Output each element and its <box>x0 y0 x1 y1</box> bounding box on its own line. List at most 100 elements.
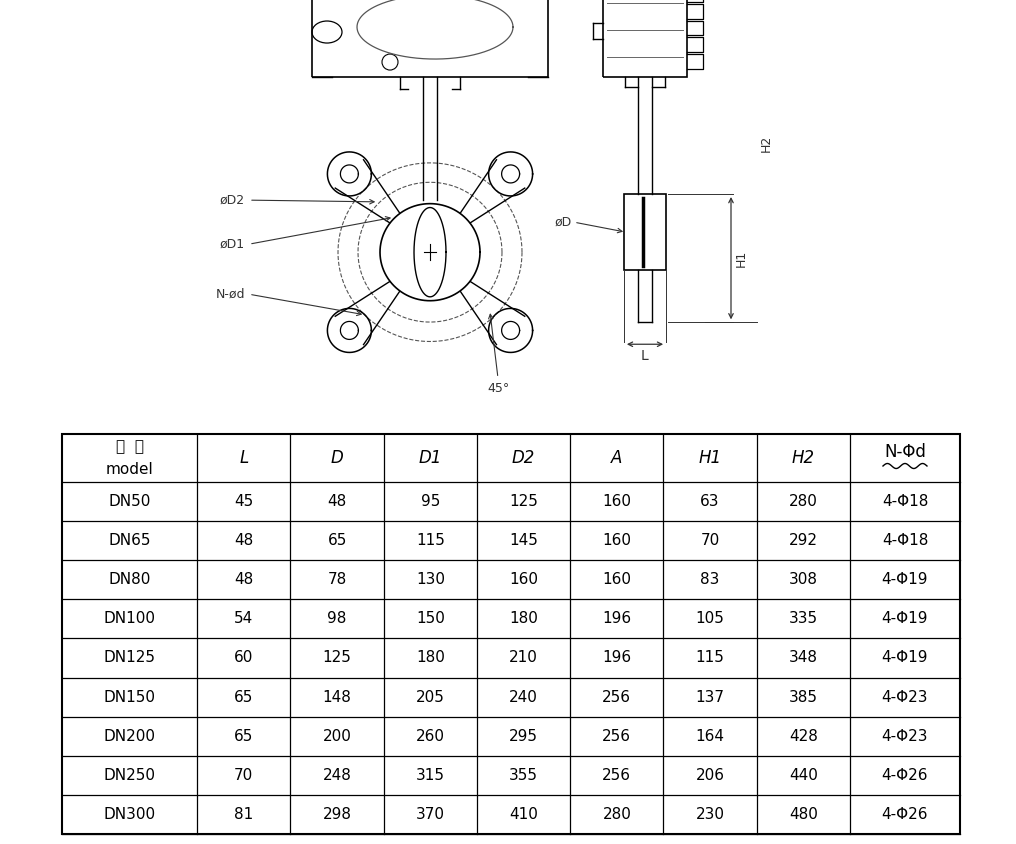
Text: 4-Φ23: 4-Φ23 <box>882 690 929 705</box>
Text: øD: øD <box>555 216 572 229</box>
Text: 160: 160 <box>602 494 631 509</box>
Text: D2: D2 <box>512 449 535 467</box>
Bar <box>62 434 960 834</box>
Text: L: L <box>239 449 249 467</box>
Text: 480: 480 <box>788 807 818 822</box>
Text: 370: 370 <box>416 807 445 822</box>
Text: H2: H2 <box>760 134 773 152</box>
Bar <box>604 0 687 77</box>
Text: L: L <box>641 349 649 363</box>
Text: 260: 260 <box>416 728 445 744</box>
Text: 196: 196 <box>602 611 631 626</box>
Text: 230: 230 <box>696 807 724 822</box>
Text: 206: 206 <box>696 768 724 783</box>
Text: 78: 78 <box>327 572 346 587</box>
Text: 348: 348 <box>788 651 818 666</box>
Text: 4-Φ26: 4-Φ26 <box>882 807 929 822</box>
Text: H2: H2 <box>791 449 815 467</box>
Text: 70: 70 <box>700 533 719 548</box>
Text: 83: 83 <box>700 572 719 587</box>
Text: A: A <box>612 449 623 467</box>
Text: 160: 160 <box>602 533 631 548</box>
Text: DN150: DN150 <box>104 690 155 705</box>
Text: 63: 63 <box>700 494 720 509</box>
Text: 4-Φ18: 4-Φ18 <box>882 494 929 509</box>
Text: 105: 105 <box>696 611 724 626</box>
Text: 115: 115 <box>416 533 445 548</box>
Text: 型  号: 型 号 <box>116 440 143 455</box>
Text: DN50: DN50 <box>109 494 150 509</box>
Text: 298: 298 <box>323 807 352 822</box>
Text: 4-Φ19: 4-Φ19 <box>882 572 929 587</box>
Text: 385: 385 <box>788 690 818 705</box>
Text: 410: 410 <box>509 807 538 822</box>
Text: 130: 130 <box>416 572 445 587</box>
Text: 54: 54 <box>235 611 253 626</box>
Text: 45: 45 <box>235 494 253 509</box>
Text: 48: 48 <box>235 572 253 587</box>
Text: 137: 137 <box>696 690 724 705</box>
Text: 164: 164 <box>696 728 724 744</box>
Text: 196: 196 <box>602 651 631 666</box>
Text: DN100: DN100 <box>104 611 155 626</box>
Text: 248: 248 <box>323 768 352 783</box>
Text: 115: 115 <box>696 651 724 666</box>
Text: 256: 256 <box>602 728 631 744</box>
Text: 95: 95 <box>421 494 440 509</box>
Text: 295: 295 <box>509 728 538 744</box>
Text: 4-Φ19: 4-Φ19 <box>882 651 929 666</box>
Text: 200: 200 <box>323 728 352 744</box>
Text: DN250: DN250 <box>104 768 155 783</box>
Text: 81: 81 <box>235 807 253 822</box>
Text: 205: 205 <box>416 690 445 705</box>
Text: 150: 150 <box>416 611 445 626</box>
Text: 70: 70 <box>235 768 253 783</box>
Text: D1: D1 <box>419 449 442 467</box>
Text: 48: 48 <box>235 533 253 548</box>
Text: N-Φd: N-Φd <box>884 443 926 461</box>
Text: 335: 335 <box>788 611 818 626</box>
Text: 308: 308 <box>788 572 818 587</box>
Text: 355: 355 <box>509 768 538 783</box>
Text: 125: 125 <box>509 494 538 509</box>
Text: D: D <box>331 449 343 467</box>
Text: 160: 160 <box>509 572 538 587</box>
Text: 256: 256 <box>602 768 631 783</box>
Text: 180: 180 <box>416 651 445 666</box>
Text: 240: 240 <box>509 690 538 705</box>
Text: øD2: øD2 <box>219 193 245 207</box>
Text: DN200: DN200 <box>104 728 155 744</box>
Text: model: model <box>106 462 153 477</box>
Text: DN125: DN125 <box>104 651 155 666</box>
Text: 256: 256 <box>602 690 631 705</box>
Text: 145: 145 <box>509 533 538 548</box>
Text: 280: 280 <box>788 494 818 509</box>
Text: 210: 210 <box>509 651 538 666</box>
Bar <box>312 0 548 77</box>
Bar <box>624 194 666 270</box>
Text: H1: H1 <box>735 250 748 267</box>
Text: 4-Φ18: 4-Φ18 <box>882 533 929 548</box>
Text: H1: H1 <box>699 449 721 467</box>
Text: DN80: DN80 <box>109 572 150 587</box>
Text: 98: 98 <box>327 611 346 626</box>
Text: 65: 65 <box>327 533 346 548</box>
Text: 180: 180 <box>509 611 538 626</box>
Text: 60: 60 <box>234 651 254 666</box>
Text: 315: 315 <box>416 768 445 783</box>
Text: 148: 148 <box>323 690 352 705</box>
Text: 45°: 45° <box>487 382 509 395</box>
Text: 125: 125 <box>323 651 352 666</box>
Text: 160: 160 <box>602 572 631 587</box>
Text: 4-Φ26: 4-Φ26 <box>882 768 929 783</box>
Text: 440: 440 <box>788 768 818 783</box>
Text: 428: 428 <box>788 728 818 744</box>
Text: 292: 292 <box>788 533 818 548</box>
Text: 4-Φ23: 4-Φ23 <box>882 728 929 744</box>
Text: DN65: DN65 <box>109 533 150 548</box>
Text: DN300: DN300 <box>104 807 155 822</box>
Text: øD1: øD1 <box>219 238 245 251</box>
Text: N-ød: N-ød <box>215 288 245 300</box>
Text: 4-Φ19: 4-Φ19 <box>882 611 929 626</box>
Text: 65: 65 <box>234 690 254 705</box>
